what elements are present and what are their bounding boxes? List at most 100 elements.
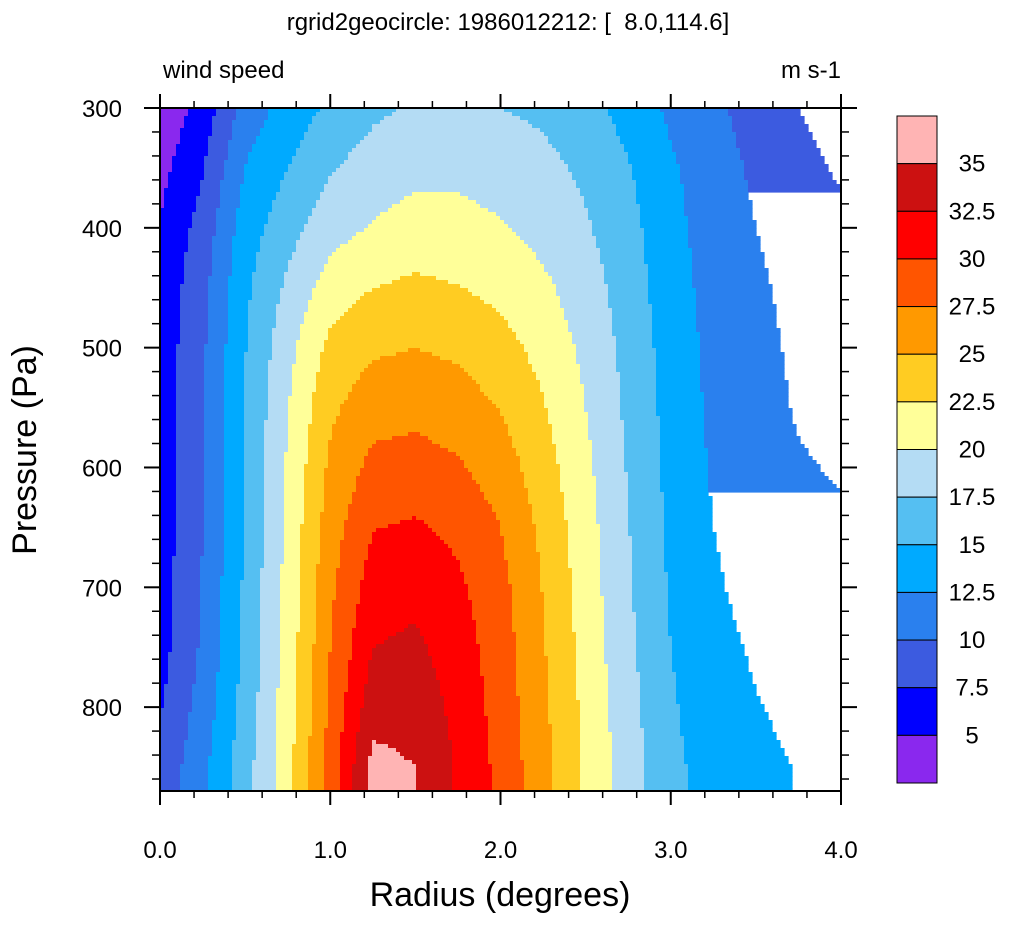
contour-cell <box>552 744 581 749</box>
contour-cell <box>468 592 513 597</box>
contour-cell <box>404 628 421 633</box>
contour-cell <box>236 224 265 229</box>
contour-cell <box>612 764 645 769</box>
contour-cell <box>472 600 513 605</box>
y-tick-label: 300 <box>82 96 122 123</box>
contour-cell <box>576 180 637 185</box>
contour-cell <box>340 540 373 545</box>
contour-cell <box>360 372 469 377</box>
contour-cell <box>676 696 761 701</box>
contour-cell <box>552 752 581 757</box>
contour-cell <box>160 260 185 265</box>
contour-cell <box>696 324 777 329</box>
contour-cell <box>480 652 517 657</box>
contour-cell <box>276 724 297 729</box>
contour-cell <box>248 340 273 345</box>
contour-cell <box>656 396 705 401</box>
contour-cell <box>560 472 593 477</box>
contour-cell <box>348 392 485 397</box>
colorbar-box <box>896 639 938 689</box>
contour-cell <box>160 364 177 369</box>
contour-cell <box>648 284 693 289</box>
contour-cell <box>296 652 313 657</box>
contour-cell <box>644 744 685 749</box>
contour-cell <box>672 148 741 153</box>
contour-cell <box>160 720 189 725</box>
contour-cell <box>324 744 341 749</box>
contour-cell <box>160 708 193 713</box>
contour-cell <box>216 704 237 709</box>
contour-cell <box>204 348 225 353</box>
contour-cell <box>640 676 677 681</box>
contour-cell <box>240 628 261 633</box>
contour-cell <box>364 456 461 461</box>
contour-cell <box>216 696 237 701</box>
contour-cell <box>604 600 633 605</box>
contour-cell <box>184 268 213 273</box>
contour-cell <box>588 216 641 221</box>
contour-cell <box>484 392 545 397</box>
contour-cell <box>276 764 293 769</box>
contour-cell <box>344 400 493 405</box>
contour-cell <box>212 260 233 265</box>
contour-cell <box>296 676 313 681</box>
contour-cell <box>256 736 277 741</box>
contour-cell <box>636 652 673 657</box>
contour-cell <box>240 592 261 597</box>
contour-cell <box>292 380 317 385</box>
contour-cell <box>672 648 745 653</box>
contour-cell <box>340 564 365 569</box>
contour-cell <box>552 760 581 765</box>
contour-cell <box>432 656 481 661</box>
contour-cell <box>424 640 477 645</box>
contour-cell <box>660 468 709 473</box>
contour-cell <box>488 396 545 401</box>
contour-cell <box>284 544 301 549</box>
contour-cell <box>228 340 249 345</box>
contour-cell <box>544 396 585 401</box>
contour-cell <box>160 388 177 393</box>
contour-cell <box>252 276 285 281</box>
contour-cell <box>176 488 205 493</box>
contour-cell <box>584 396 621 401</box>
contour-cell <box>244 504 265 509</box>
contour-cell <box>356 756 369 761</box>
contour-cell <box>748 188 841 193</box>
contour-cell <box>624 436 661 441</box>
contour-cell <box>524 784 553 789</box>
contour-cell <box>176 520 205 525</box>
contour-cell <box>332 628 353 633</box>
contour-cell <box>324 780 341 785</box>
contour-cell <box>708 464 821 469</box>
contour-cell <box>608 688 641 693</box>
contour-cell <box>480 648 517 653</box>
contour-cell <box>244 548 265 553</box>
contour-cell <box>200 624 221 629</box>
contour-cell <box>312 212 381 217</box>
contour-cell <box>484 688 517 693</box>
contour-cell <box>372 752 401 757</box>
contour-cell <box>160 404 177 409</box>
contour-cell <box>260 636 281 641</box>
contour-cell <box>256 700 277 705</box>
contour-cell <box>640 688 677 693</box>
contour-cell <box>320 560 341 565</box>
contour-cell <box>348 516 413 521</box>
contour-cell <box>316 584 337 589</box>
contour-cell <box>608 296 649 301</box>
contour-cell <box>284 552 301 557</box>
contour-cell <box>364 368 465 373</box>
contour-cell <box>332 636 353 641</box>
contour-cell <box>200 588 221 593</box>
colorbar-label: 15 <box>959 532 986 559</box>
contour-cell <box>244 508 265 513</box>
contour-cell <box>428 436 513 441</box>
contour-cell <box>300 584 317 589</box>
contour-cell <box>248 336 273 341</box>
contour-cell <box>172 620 201 625</box>
contour-cell <box>212 732 237 737</box>
contour-cell <box>160 560 173 565</box>
contour-cell <box>572 336 617 341</box>
contour-cell <box>284 472 305 477</box>
contour-cell <box>184 280 209 285</box>
